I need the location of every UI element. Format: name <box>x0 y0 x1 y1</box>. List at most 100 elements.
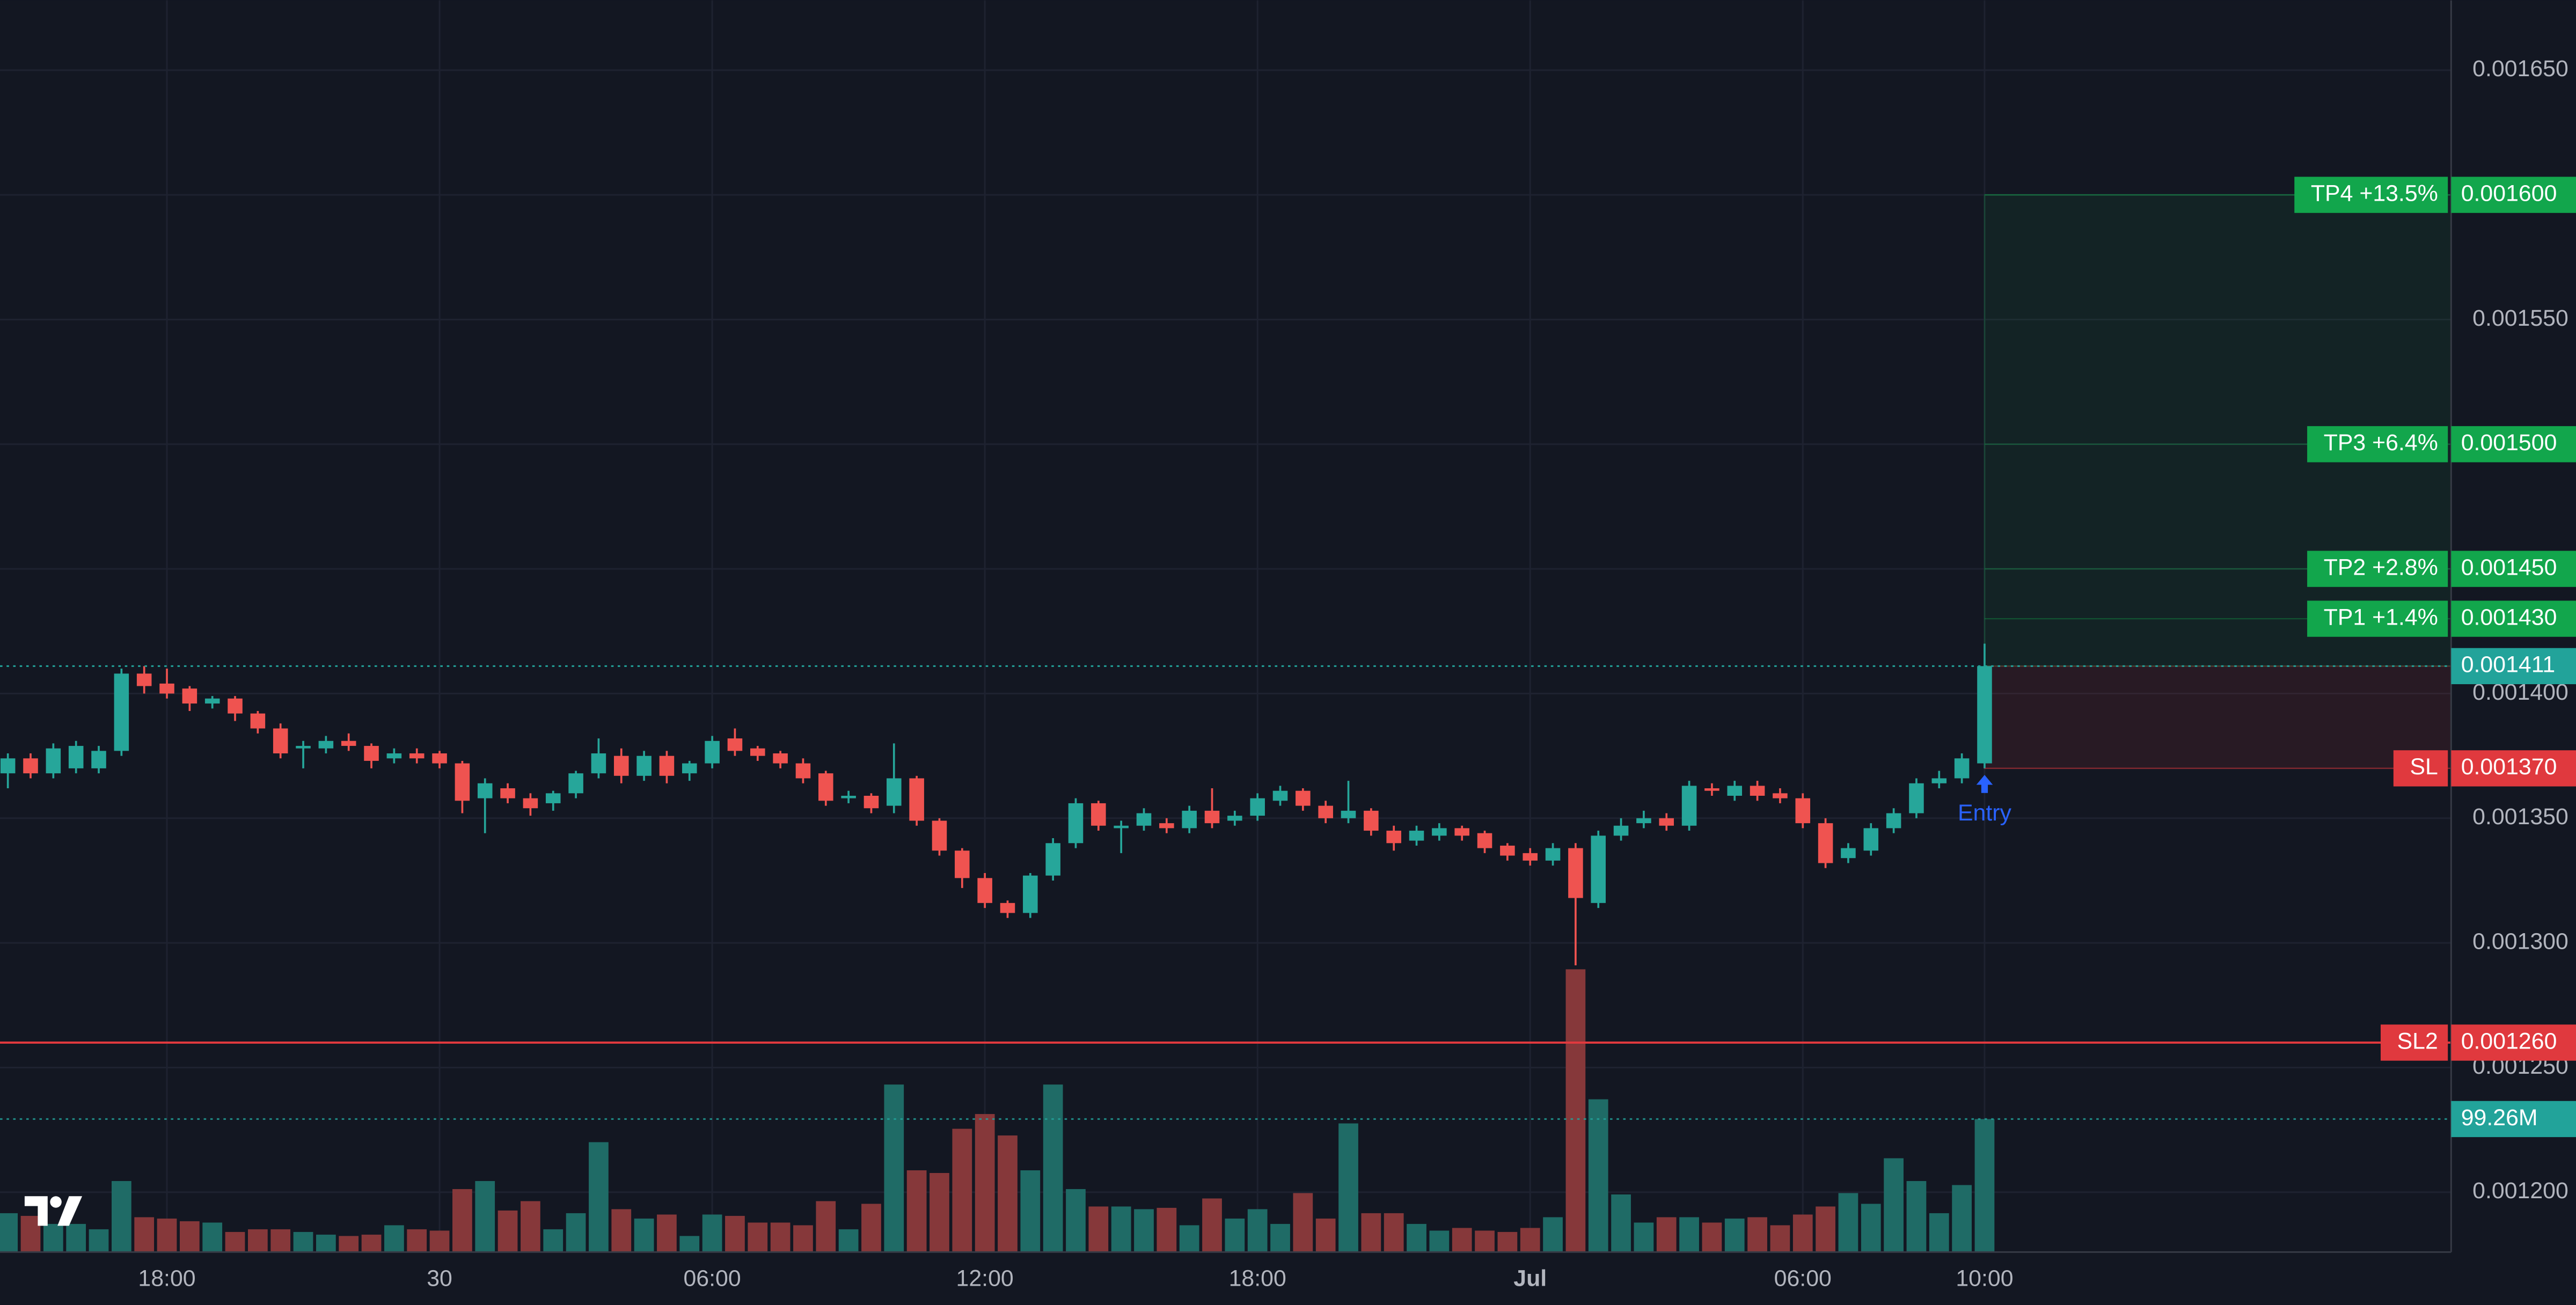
candle-body <box>1477 833 1492 848</box>
volume-bar <box>339 1236 359 1252</box>
candle-body <box>1023 875 1038 913</box>
line-layer: Entry <box>0 194 2451 1120</box>
candle-body <box>91 751 106 768</box>
candle-body <box>841 795 856 798</box>
volume-bar <box>1111 1206 1131 1252</box>
volume-bar <box>1315 1218 1336 1252</box>
volume-bar <box>89 1229 109 1252</box>
volume-bar <box>1020 1170 1041 1252</box>
volume-bar <box>1770 1225 1790 1252</box>
candle-body <box>250 713 266 729</box>
candle-body <box>1500 845 1515 856</box>
volume-bar <box>1816 1206 1835 1252</box>
candle-body <box>409 753 425 759</box>
candle-body <box>591 753 606 774</box>
volume-bar <box>1861 1204 1881 1252</box>
candle-body <box>1659 818 1674 826</box>
candle-body <box>204 698 220 704</box>
volume-bar <box>1225 1218 1245 1252</box>
volume-bar <box>1293 1193 1313 1252</box>
candle-body <box>136 673 152 686</box>
candle-body <box>1250 798 1265 816</box>
x-tick-label: Jul <box>1513 1266 1547 1292</box>
entry-label: Entry <box>1958 800 2012 826</box>
volume-bar <box>1157 1207 1177 1252</box>
loss-zone <box>1984 665 2452 769</box>
y-tick-label: 0.001350 <box>2472 804 2568 830</box>
volume-bar <box>657 1214 677 1252</box>
volume-bar <box>1611 1194 1631 1252</box>
candle-body <box>818 773 833 801</box>
logo-dot <box>50 1196 62 1208</box>
volume-bar <box>1520 1228 1540 1252</box>
candle-body <box>1591 835 1606 903</box>
candle-body <box>727 738 743 751</box>
volume-bar <box>861 1204 881 1252</box>
candle-body <box>1977 666 1992 764</box>
candle-body <box>1386 831 1401 844</box>
volume-bar <box>1792 1214 1813 1252</box>
volume-layer <box>0 969 1995 1252</box>
level-name-box <box>2307 600 2448 637</box>
volume-bar <box>1838 1193 1858 1252</box>
volume-bar <box>361 1234 382 1252</box>
level-name-box <box>2307 551 2448 587</box>
candle-body <box>1773 793 1788 798</box>
candle-body <box>159 683 174 694</box>
volume-bar <box>1497 1231 1518 1252</box>
candle-body <box>1931 778 1947 783</box>
volume-bar <box>679 1236 700 1252</box>
candle-body <box>1909 783 1924 813</box>
candle-body <box>705 741 720 764</box>
level-value-label: 0.001450 <box>2461 554 2557 580</box>
candle-body <box>46 748 61 774</box>
volume-bar <box>1338 1123 1358 1252</box>
candle-layer <box>0 643 1992 965</box>
candle-body <box>909 778 924 821</box>
volume-bar <box>134 1217 155 1252</box>
candle-body <box>1795 798 1811 824</box>
volume-bar <box>952 1128 972 1252</box>
volume-bar <box>998 1135 1018 1252</box>
level-name-box <box>2294 177 2448 213</box>
volume-bar <box>1384 1213 1404 1252</box>
x-tick-label: 06:00 <box>683 1266 741 1292</box>
candle-body <box>1318 805 1333 818</box>
candle-body <box>296 746 311 749</box>
volume-bar <box>316 1234 336 1252</box>
volume-bar <box>111 1181 131 1252</box>
candle-body <box>1818 823 1833 863</box>
candle-body <box>386 753 402 759</box>
volume-bar <box>0 1213 18 1252</box>
level-value-box <box>2451 177 2576 213</box>
volume-bar <box>930 1172 949 1252</box>
candle-body <box>523 798 538 809</box>
candle-body <box>773 753 788 764</box>
volume-bar <box>838 1229 859 1252</box>
volume-bar <box>452 1189 472 1252</box>
volume-bar <box>20 1215 41 1252</box>
volume-last-label: 99.26M <box>2461 1105 2538 1131</box>
logo-t <box>24 1196 48 1226</box>
tag-layer: 0.001411 99.26M TP4 +13.5% 0.001600 TP3 +6.4… <box>2294 177 2576 1138</box>
volume-bar <box>179 1221 200 1252</box>
level-value-label: 0.001260 <box>2461 1028 2557 1054</box>
volume-bar <box>1088 1206 1109 1252</box>
volume-bar <box>1906 1181 1927 1252</box>
volume-bar <box>1361 1213 1381 1252</box>
x-tick-label: 18:00 <box>138 1266 195 1292</box>
volume-bar <box>1407 1223 1426 1252</box>
volume-bar <box>1565 969 1586 1252</box>
volume-bar <box>1724 1218 1745 1252</box>
volume-bar <box>1884 1158 1904 1252</box>
volume-bar <box>1747 1217 1767 1252</box>
volume-bar <box>202 1222 223 1252</box>
volume-bar <box>429 1230 450 1252</box>
volume-bar <box>1974 1119 1995 1252</box>
candle-body <box>68 746 84 768</box>
candle-body <box>1954 758 1970 779</box>
volume-bar <box>702 1214 722 1252</box>
volume-bar <box>66 1223 86 1252</box>
entry-arrow <box>1976 775 1993 793</box>
